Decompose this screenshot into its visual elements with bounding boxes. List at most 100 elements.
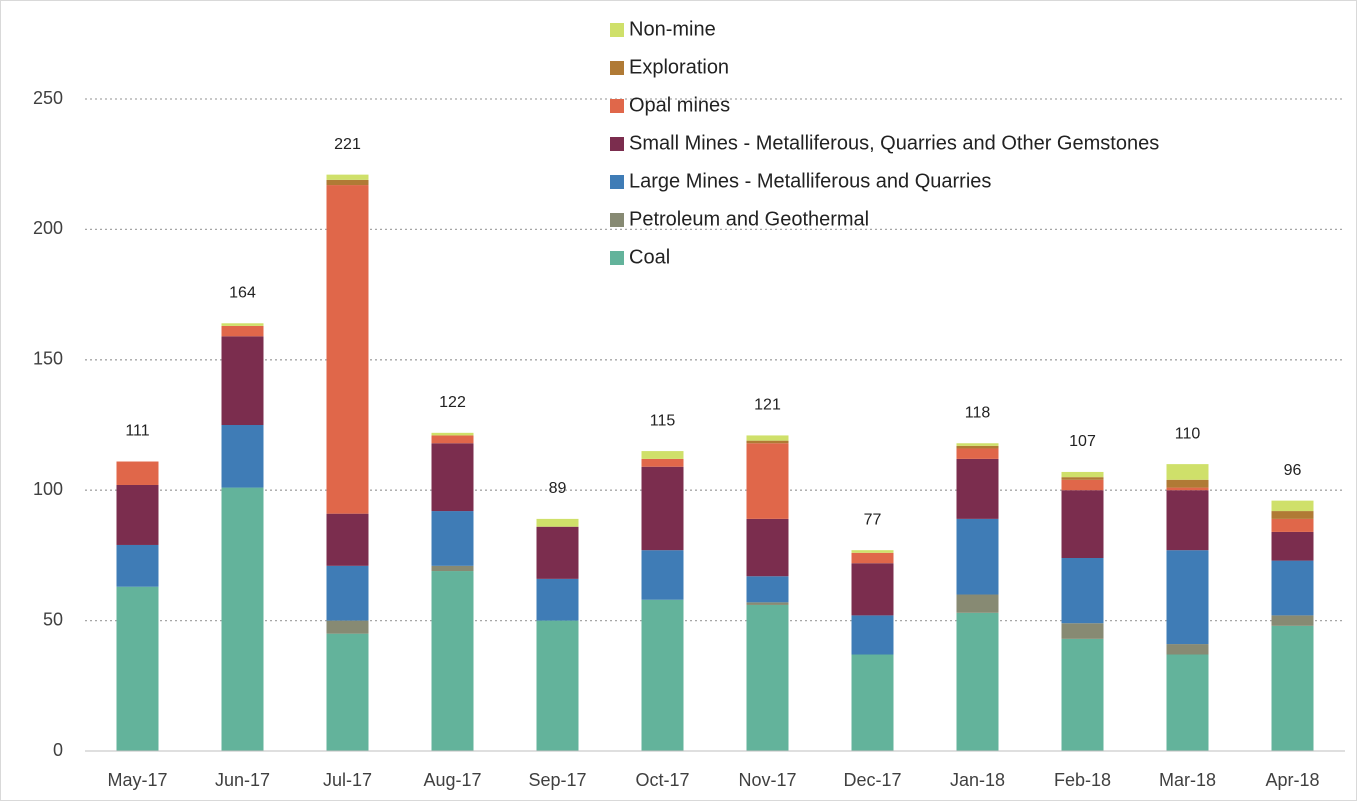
bar-segment: [326, 565, 369, 621]
bar-segment: [116, 586, 159, 751]
bar-segment: [956, 445, 999, 449]
x-tick-label: Nov-17: [738, 770, 796, 790]
bar-segment: [221, 425, 264, 488]
bar-segment: [746, 440, 789, 444]
bar-segment: [641, 550, 684, 600]
bar-segment: [746, 518, 789, 577]
bar-segment: [1271, 625, 1314, 751]
bar-segment: [956, 594, 999, 613]
bar-segment: [221, 487, 264, 751]
bar-segment: [956, 443, 999, 446]
total-label: 107: [1069, 433, 1096, 450]
y-tick-label: 0: [53, 740, 63, 760]
legend-label: Exploration: [629, 56, 729, 78]
y-tick-label: 200: [33, 218, 63, 238]
y-tick-label: 250: [33, 88, 63, 108]
legend-label: Small Mines - Metalliferous, Quarries an…: [629, 132, 1159, 154]
total-label: 121: [754, 397, 781, 414]
bar-segment: [536, 620, 579, 751]
total-label: 115: [650, 412, 676, 429]
legend-swatch: [610, 251, 624, 265]
bar-segment: [1166, 654, 1209, 751]
bar-segment: [956, 448, 999, 459]
bar-segment: [1061, 477, 1104, 480]
x-tick-label: Mar-18: [1159, 770, 1216, 790]
x-tick-label: Jun-17: [215, 770, 270, 790]
bar-segment: [851, 615, 894, 655]
bar-segment: [746, 602, 789, 605]
bar-segment: [746, 604, 789, 751]
bar-segment: [221, 325, 264, 337]
bar-segment: [536, 518, 579, 527]
legend-label: Non-mine: [629, 18, 716, 40]
x-tick-label: Dec-17: [843, 770, 901, 790]
x-tick-label: Jul-17: [323, 770, 372, 790]
bar-segment: [1166, 464, 1209, 480]
bar-segment: [1166, 550, 1209, 645]
legend-label: Large Mines - Metalliferous and Quarries: [629, 170, 991, 192]
bar-segment: [431, 443, 474, 512]
bar-segment: [851, 550, 894, 553]
bar-segment: [116, 461, 159, 485]
y-tick-label: 100: [33, 479, 63, 499]
y-tick-label: 150: [33, 349, 63, 369]
bar-segment: [431, 565, 474, 572]
bar-segment: [851, 654, 894, 751]
bar-segment: [1061, 479, 1104, 491]
bar-segment: [1271, 518, 1314, 532]
legend-label: Petroleum and Geothermal: [629, 208, 869, 230]
bar-segment: [431, 435, 474, 444]
bar-segment: [1061, 471, 1104, 478]
total-label: 89: [549, 480, 567, 497]
x-tick-label: Jan-18: [950, 770, 1005, 790]
bar-segment: [746, 576, 789, 603]
legend-label: Coal: [629, 246, 670, 268]
bar-segment: [956, 458, 999, 519]
x-tick-label: Feb-18: [1054, 770, 1111, 790]
bar-segment: [1061, 490, 1104, 559]
bar-segment: [1271, 500, 1314, 512]
bar-segment: [1061, 638, 1104, 751]
bar-segment: [326, 185, 369, 514]
bar-segment: [641, 458, 684, 467]
legend-swatch: [610, 175, 624, 189]
bar-segment: [956, 518, 999, 595]
legend-swatch: [610, 61, 624, 75]
bar-segment: [431, 571, 474, 751]
bar-segment: [536, 578, 579, 621]
legend-swatch: [610, 137, 624, 151]
bar-segment: [116, 544, 159, 587]
bar-segment: [116, 484, 159, 545]
legend-swatch: [610, 99, 624, 113]
bar-segment: [326, 633, 369, 751]
y-tick-label: 50: [43, 609, 63, 629]
x-tick-label: Oct-17: [635, 770, 689, 790]
bar-segment: [326, 620, 369, 634]
total-label: 110: [1175, 425, 1201, 442]
bar-segment: [1166, 644, 1209, 655]
total-label: 77: [864, 511, 882, 528]
bar-segment: [1166, 487, 1209, 491]
legend-swatch: [610, 23, 624, 37]
bar-segment: [1166, 490, 1209, 551]
total-label: 118: [965, 404, 991, 421]
bar-segment: [326, 179, 369, 186]
bar-segment: [641, 599, 684, 751]
bar-segment: [1061, 623, 1104, 639]
bar-segment: [221, 323, 264, 326]
bar-segment: [431, 511, 474, 566]
x-tick-label: Sep-17: [528, 770, 586, 790]
bar-segment: [851, 563, 894, 616]
total-label: 111: [125, 423, 149, 440]
bar-segment: [746, 443, 789, 519]
bar-segment: [956, 612, 999, 751]
legend-swatch: [610, 213, 624, 227]
bar-segment: [326, 174, 369, 180]
total-label: 122: [439, 394, 466, 411]
total-label: 221: [334, 136, 361, 153]
bar-segment: [641, 451, 684, 459]
x-tick-label: May-17: [107, 770, 167, 790]
bar-segment: [536, 526, 579, 579]
x-tick-label: Aug-17: [423, 770, 481, 790]
